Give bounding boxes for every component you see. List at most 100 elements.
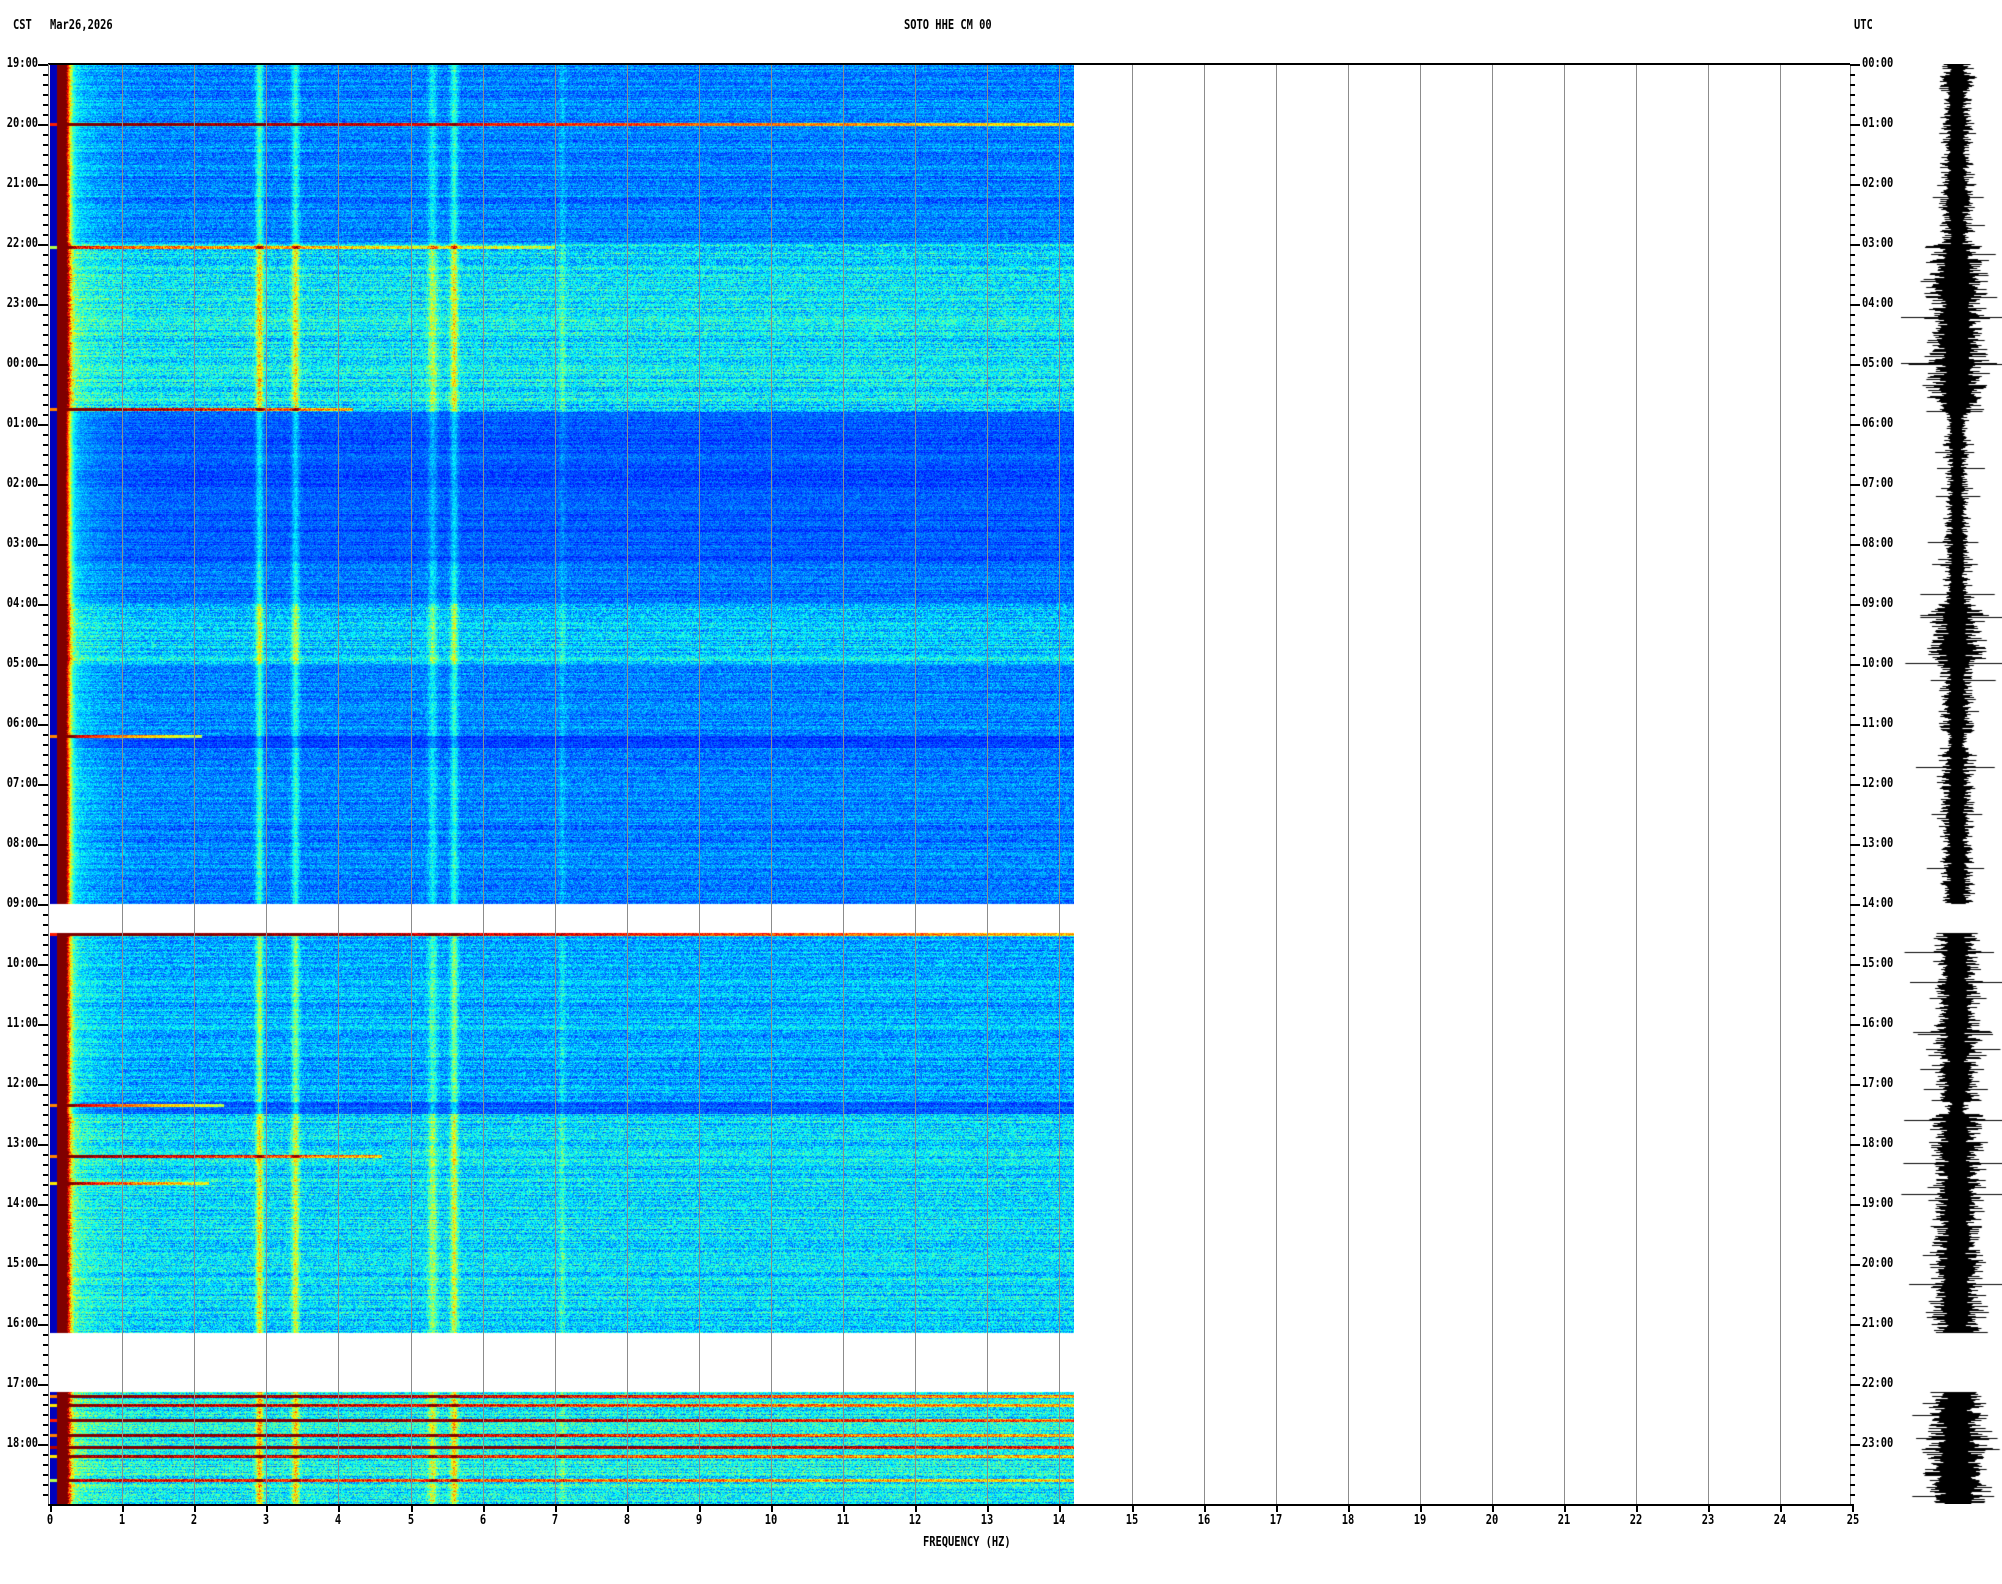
left-tick	[43, 384, 48, 386]
x-tick-label: 6	[479, 1513, 486, 1528]
right-tick	[1850, 74, 1855, 76]
right-tick	[1850, 454, 1855, 456]
right-time-label: 08:00	[1862, 536, 1894, 551]
left-tick	[38, 64, 48, 66]
left-tick	[43, 474, 48, 476]
gridline-10hz	[771, 64, 772, 1504]
right-tick	[1850, 614, 1855, 616]
left-time-label: 00:00	[6, 356, 38, 371]
left-tick	[43, 574, 48, 576]
right-tick	[1850, 204, 1855, 206]
left-tick	[43, 1114, 48, 1116]
left-tick	[43, 314, 48, 316]
right-tick	[1850, 1474, 1855, 1476]
left-tick	[43, 1014, 48, 1016]
x-tick	[50, 1504, 52, 1512]
right-tick	[1850, 1194, 1855, 1196]
left-tick	[43, 1344, 48, 1346]
right-tick	[1850, 554, 1855, 556]
right-tick	[1850, 774, 1855, 776]
x-tick	[1852, 1504, 1854, 1512]
left-tick	[43, 884, 48, 886]
x-tick	[1204, 1504, 1206, 1512]
right-tick	[1850, 164, 1855, 166]
right-tick	[1850, 784, 1860, 786]
right-tick	[1850, 1084, 1860, 1086]
gridline-19hz	[1420, 64, 1421, 1504]
left-tick	[43, 1244, 48, 1246]
left-time-label: 12:00	[6, 1076, 38, 1091]
gridline-9hz	[699, 64, 700, 1504]
right-tick	[1850, 184, 1860, 186]
gridline-22hz	[1636, 64, 1637, 1504]
right-time-label: 05:00	[1862, 356, 1894, 371]
left-tick	[43, 1074, 48, 1076]
right-tick	[1850, 864, 1855, 866]
right-tick	[1850, 834, 1855, 836]
left-tick	[43, 374, 48, 376]
right-tick	[1850, 1454, 1855, 1456]
left-tick	[43, 1004, 48, 1006]
x-tick	[122, 1504, 124, 1512]
left-tick	[43, 1164, 48, 1166]
x-tick-label: 12	[908, 1513, 922, 1528]
left-time-label: 04:00	[6, 596, 38, 611]
left-time-label: 11:00	[6, 1016, 38, 1031]
left-time-label: 03:00	[6, 536, 38, 551]
left-tick	[43, 704, 48, 706]
right-tick	[1850, 844, 1860, 846]
right-tick	[1850, 1304, 1855, 1306]
left-tick	[43, 1314, 48, 1316]
right-tick	[1850, 884, 1855, 886]
right-tick	[1850, 1044, 1855, 1046]
right-tick	[1850, 634, 1855, 636]
right-tick	[1850, 1284, 1855, 1286]
x-tick	[1420, 1504, 1422, 1512]
left-tick	[43, 1454, 48, 1456]
right-tick	[1850, 924, 1855, 926]
right-tick	[1850, 564, 1855, 566]
right-tick	[1850, 1214, 1855, 1216]
right-tick	[1850, 1204, 1860, 1206]
gridline-2hz	[194, 64, 195, 1504]
right-tick	[1850, 1344, 1855, 1346]
right-tick	[1850, 1144, 1860, 1146]
left-tick	[43, 754, 48, 756]
right-time-label: 18:00	[1862, 1136, 1894, 1151]
right-time-label: 10:00	[1862, 656, 1894, 671]
gridline-14hz	[1059, 64, 1060, 1504]
right-tick	[1850, 644, 1855, 646]
right-tick	[1850, 1184, 1855, 1186]
right-tick	[1850, 1244, 1855, 1246]
right-tick	[1850, 874, 1855, 876]
left-tick	[43, 1194, 48, 1196]
right-tick	[1850, 994, 1855, 996]
right-tick	[1850, 1134, 1855, 1136]
left-tick	[43, 1274, 48, 1276]
right-tick	[1850, 1024, 1860, 1026]
left-tick	[43, 694, 48, 696]
right-tick	[1850, 214, 1855, 216]
right-tick	[1850, 744, 1855, 746]
left-tick	[43, 74, 48, 76]
right-tick	[1850, 474, 1855, 476]
right-tick	[1850, 1174, 1855, 1176]
right-tick	[1850, 314, 1855, 316]
right-tick	[1850, 1154, 1855, 1156]
right-tick	[1850, 94, 1855, 96]
left-tick	[43, 254, 48, 256]
right-tick	[1850, 854, 1855, 856]
left-tick	[43, 1464, 48, 1466]
right-time-label: 12:00	[1862, 776, 1894, 791]
x-tick	[483, 1504, 485, 1512]
right-time-label: 04:00	[1862, 296, 1894, 311]
left-time-label: 14:00	[6, 1196, 38, 1211]
right-tick	[1850, 364, 1860, 366]
left-tick	[43, 1374, 48, 1376]
right-tick	[1850, 324, 1855, 326]
x-tick-label: 13	[981, 1513, 994, 1528]
right-tick	[1850, 294, 1855, 296]
x-tick	[771, 1504, 773, 1512]
left-tick	[38, 844, 48, 846]
right-time-label: 15:00	[1862, 956, 1894, 971]
